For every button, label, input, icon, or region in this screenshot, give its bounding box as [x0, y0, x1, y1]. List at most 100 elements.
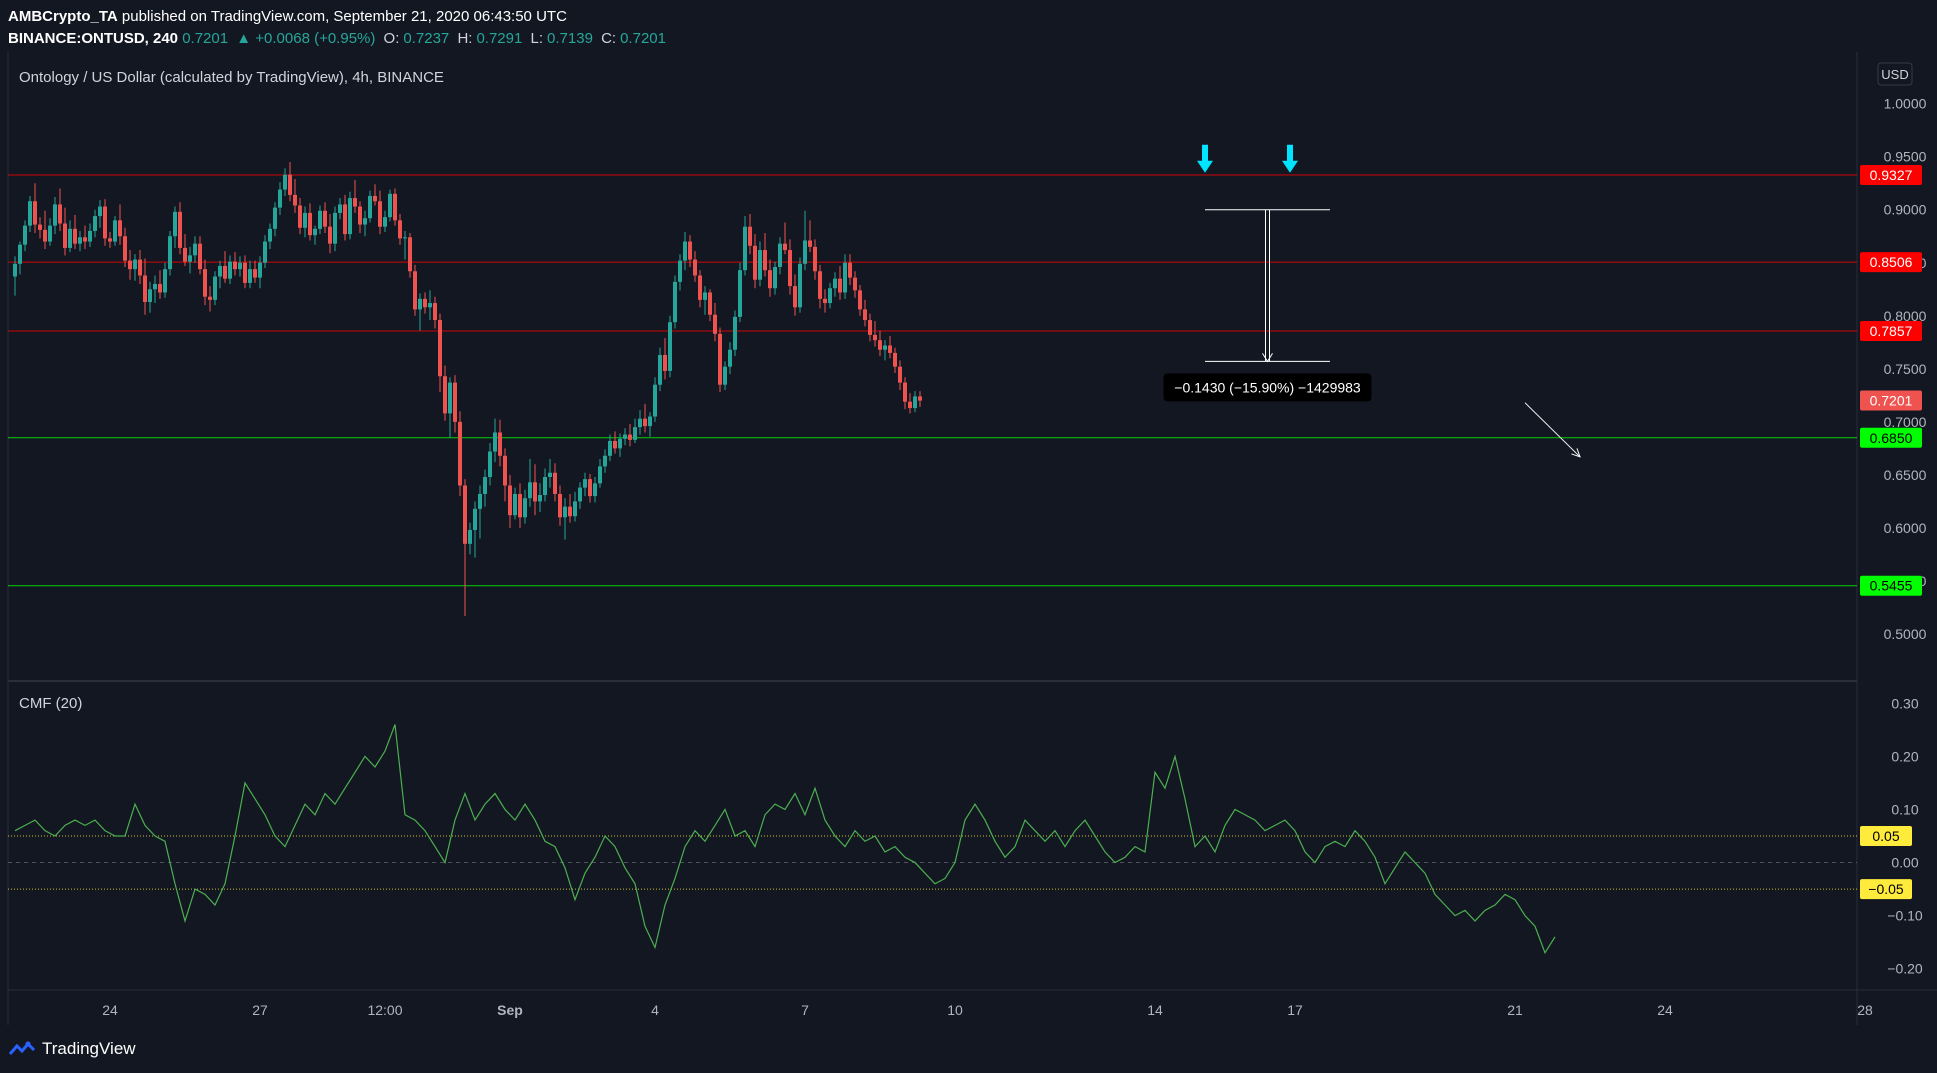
- candle-body: [133, 259, 137, 270]
- candle-body: [903, 382, 907, 402]
- candle-body: [723, 366, 727, 385]
- down-arrow-marker[interactable]: [1197, 144, 1213, 173]
- time-tick-label: 24: [102, 1002, 118, 1018]
- candle-body: [43, 229, 47, 242]
- candle-body: [93, 216, 97, 231]
- candle-body: [673, 281, 677, 323]
- candle-body: [468, 530, 472, 544]
- candle-body: [53, 204, 57, 226]
- price-tick-label: 0.9000: [1884, 202, 1927, 218]
- candle-body: [248, 269, 252, 283]
- candle-body: [518, 493, 522, 518]
- candle-body: [28, 201, 32, 226]
- candle-body: [203, 269, 207, 297]
- candle-body: [598, 466, 602, 484]
- cmf-level-tag: [1860, 826, 1912, 846]
- last-price-tag: [1860, 390, 1922, 411]
- time-tick-label: 17: [1287, 1002, 1303, 1018]
- price-tick-label: 0.9500: [1884, 149, 1927, 165]
- time-tick-label: 21: [1507, 1002, 1523, 1018]
- candle-body: [683, 241, 687, 261]
- cmf-pane-title: CMF (20): [19, 695, 82, 712]
- candle-body: [678, 260, 682, 282]
- candle-body: [173, 211, 177, 237]
- time-tick-label: 24: [1657, 1002, 1673, 1018]
- candle-body: [378, 201, 382, 227]
- candle-body: [873, 334, 877, 341]
- currency-badge[interactable]: [1877, 62, 1913, 86]
- tradingview-logo[interactable]: TradingView: [8, 1039, 136, 1059]
- high-label: H:: [457, 30, 473, 47]
- price-tick-label: 1.0000: [1884, 96, 1927, 112]
- candle-body: [98, 206, 102, 217]
- candle-body: [823, 298, 827, 304]
- time-tick-label: Sep: [497, 1002, 523, 1018]
- candle-body: [508, 485, 512, 516]
- candle-body: [418, 298, 422, 310]
- candle-body: [163, 269, 167, 293]
- candle-body: [303, 212, 307, 228]
- candle-body: [698, 275, 702, 300]
- candle-body: [443, 376, 447, 414]
- candle-body: [573, 501, 577, 517]
- symbol-label[interactable]: BINANCE:ONTUSD, 240: [8, 30, 179, 47]
- projection-arrow-line[interactable]: [1524, 402, 1581, 458]
- candle-body: [503, 455, 507, 486]
- cmf-level-label: −0.05: [1868, 881, 1904, 897]
- candle-body: [318, 210, 322, 229]
- candle-body: [388, 193, 392, 218]
- candle-body: [848, 262, 852, 278]
- publisher-name[interactable]: AMBCrypto_TA: [8, 8, 118, 25]
- candle-body: [13, 263, 17, 277]
- candle-body: [423, 298, 427, 308]
- time-tick-label: 12:00: [367, 1002, 402, 1018]
- resistance-level-tag: [1860, 165, 1922, 186]
- candle-body: [633, 427, 637, 440]
- high-value: 0.7291: [476, 30, 523, 47]
- candle-body: [703, 292, 707, 300]
- candle-body: [113, 220, 117, 242]
- cmf-level-label: 0.05: [1872, 828, 1899, 844]
- tradingview-brand: TradingView: [42, 1039, 136, 1058]
- candle-body: [428, 303, 432, 308]
- resistance-level-label: 0.8506: [1870, 254, 1913, 270]
- candle-body: [88, 230, 92, 242]
- candle-body: [853, 277, 857, 291]
- price-tick-label: 0.8000: [1884, 308, 1927, 324]
- candle-body: [463, 485, 467, 544]
- candle-body: [228, 261, 232, 279]
- candle-body: [348, 198, 352, 235]
- candle-body: [743, 226, 747, 271]
- candle-body: [438, 320, 442, 377]
- candle-body: [548, 472, 552, 477]
- chart-canvas[interactable]: Ontology / US Dollar (calculated by Trad…: [0, 0, 1937, 1030]
- candle-body: [583, 479, 587, 488]
- candle-body: [258, 262, 262, 278]
- candle-body: [898, 366, 902, 383]
- chart-header: AMBCrypto_TA published on TradingView.co…: [8, 6, 670, 50]
- candle-body: [78, 237, 82, 244]
- time-tick-label: 4: [651, 1002, 659, 1018]
- down-arrow-marker[interactable]: [1282, 144, 1298, 173]
- support-level-label: 0.5455: [1870, 578, 1913, 594]
- resistance-level-tag: [1860, 252, 1922, 273]
- candle-body: [33, 201, 37, 225]
- candle-body: [768, 270, 772, 289]
- candle-body: [323, 210, 327, 227]
- candle-body: [208, 296, 212, 300]
- candle-body: [858, 290, 862, 310]
- close-label: C:: [601, 30, 617, 47]
- resistance-level-tag: [1860, 320, 1922, 341]
- candle-body: [738, 270, 742, 317]
- candle-body: [658, 355, 662, 385]
- candle-body: [693, 259, 697, 276]
- time-tick-label: 28: [1857, 1002, 1873, 1018]
- candle-body: [198, 243, 202, 270]
- publish-line: AMBCrypto_TA published on TradingView.co…: [8, 6, 670, 28]
- resistance-level-label: 0.7857: [1870, 323, 1913, 339]
- candle-body: [333, 212, 337, 244]
- candle-body: [643, 418, 647, 427]
- cmf-line[interactable]: [14, 724, 1556, 955]
- candle-body: [833, 278, 837, 289]
- candle-body: [758, 250, 762, 280]
